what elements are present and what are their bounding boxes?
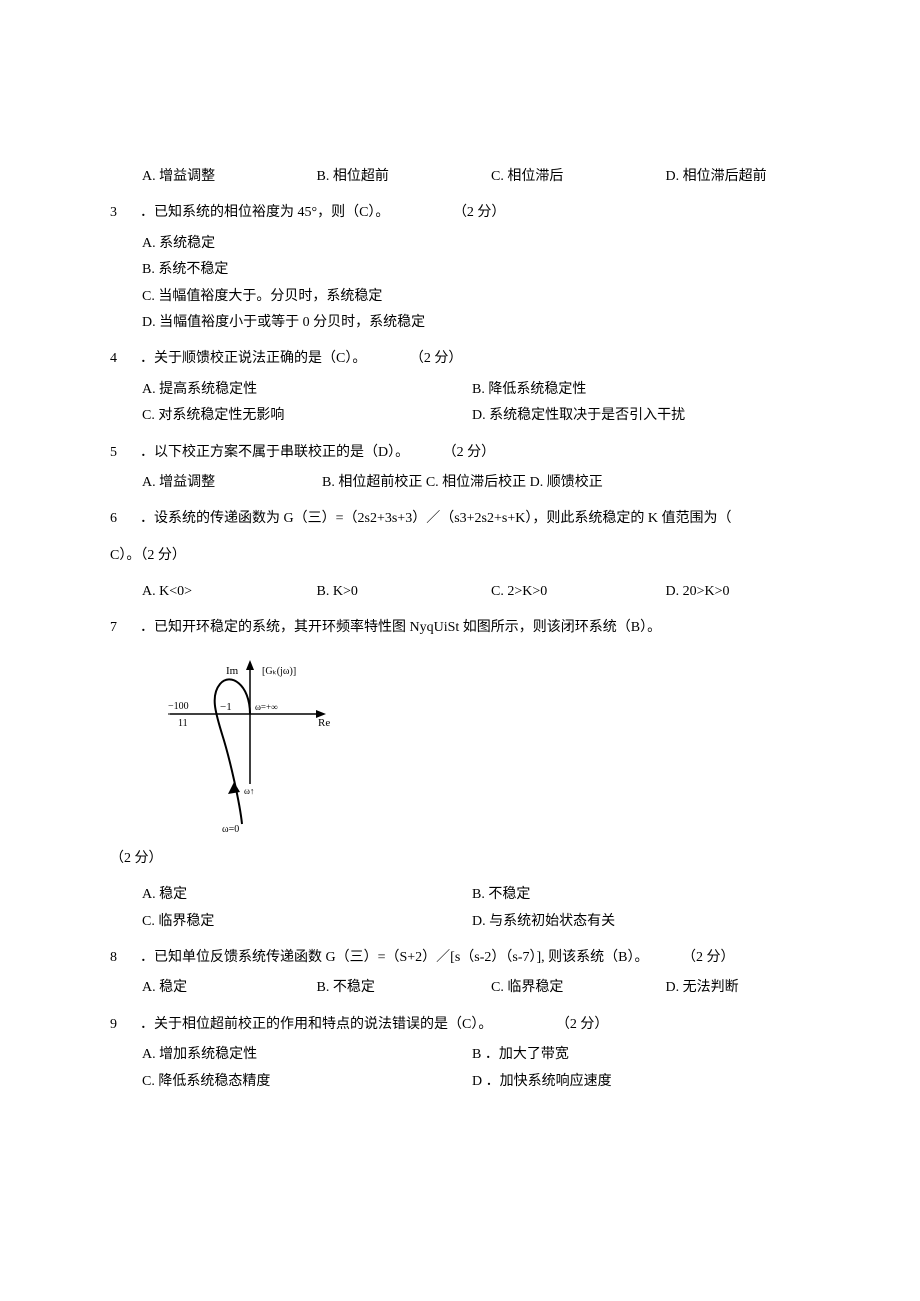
- q8-points: （2 分）: [682, 947, 735, 969]
- neg-one-label: −1: [220, 701, 232, 713]
- q5-option-bcd: B. 相位超前校正 C. 相位滞后校正 D. 顺馈校正: [322, 472, 840, 494]
- q4-option-a: A. 提高系统稳定性: [142, 379, 472, 401]
- q3-option-c: C. 当幅值裕度大于。分贝时，系统稳定: [142, 286, 840, 308]
- q9-option-c: C. 降低系统稳态精度: [142, 1071, 472, 1093]
- q3-stem: 3 ．已知系统的相位裕度为 45°，则（C）。 （2 分）: [110, 202, 840, 224]
- q6-option-d: D. 20>K>0: [666, 581, 841, 603]
- im-axis-label: Im: [226, 665, 239, 677]
- q9-options-row2: C. 降低系统稳态精度 D ．加快系统响应速度: [110, 1071, 840, 1093]
- q4-text: ．关于顺馈校正说法正确的是（C）。: [140, 351, 366, 366]
- q6-text: ．设系统的传递函数为 G（三）=（2s2+3s+3）／（s3+2s2+s+K），…: [140, 511, 731, 526]
- omega-arrow-label: ω↑: [244, 786, 254, 796]
- q3-number: 3: [110, 202, 128, 224]
- q9-options-row1: A. 增加系统稳定性 B ．加大了带宽: [110, 1044, 840, 1066]
- q7-number: 7: [110, 617, 128, 639]
- q8-text: ．已知单位反馈系统传递函数 G（三）=（S+2）／[s（s-2）（s-7）], …: [140, 950, 649, 965]
- q4-options-row2: C. 对系统稳定性无影响 D. 系统稳定性取决于是否引入干扰: [110, 405, 840, 427]
- q2-options: A. 增益调整 B. 相位超前 C. 相位滞后 D. 相位滞后超前: [110, 166, 840, 188]
- svg-text:11: 11: [178, 718, 188, 729]
- q6-options: A. K<0> B. K>0 C. 2>K>0 D. 20>K>0: [110, 581, 840, 603]
- q9-stem: 9 ．关于相位超前校正的作用和特点的说法错误的是（C）。 （2 分）: [110, 1014, 840, 1036]
- q9-text: ．关于相位超前校正的作用和特点的说法错误的是（C）。: [140, 1017, 492, 1032]
- q3-option-b: B. 系统不稳定: [142, 259, 840, 281]
- q5-text: ．以下校正方案不属于串联校正的是（D）。: [140, 445, 409, 460]
- q4-number: 4: [110, 348, 128, 370]
- q7-options-row1: A. 稳定 B. 不稳定: [110, 884, 840, 906]
- q9-option-d: D ．加快系统响应速度: [472, 1071, 612, 1093]
- q8-option-d: D. 无法判断: [666, 977, 841, 999]
- gk-label: [Gₖ(jω)]: [262, 666, 296, 677]
- q5-option-a: A. 增益调整: [142, 472, 322, 494]
- q4-points: （2 分）: [410, 348, 463, 370]
- q9-option-a: A. 增加系统稳定性: [142, 1044, 472, 1066]
- q7-option-b: B. 不稳定: [472, 884, 530, 906]
- q6-option-b: B. K>0: [317, 581, 492, 603]
- q4-options-row1: A. 提高系统稳定性 B. 降低系统稳定性: [110, 379, 840, 401]
- q2-option-d: D. 相位滞后超前: [666, 166, 841, 188]
- q5-number: 5: [110, 442, 128, 464]
- q6-text-cont: C）。（2 分）: [110, 545, 840, 567]
- q4-stem: 4 ．关于顺馈校正说法正确的是（C）。 （2 分）: [110, 348, 840, 370]
- q3-option-a: A. 系统稳定: [142, 233, 840, 255]
- q8-option-a: A. 稳定: [142, 977, 317, 999]
- q4-option-c: C. 对系统稳定性无影响: [142, 405, 472, 427]
- q8-option-b: B. 不稳定: [317, 977, 492, 999]
- q7-option-c: C. 临界稳定: [142, 911, 472, 933]
- q3-option-d: D. 当幅值裕度小于或等于 0 分贝时，系统稳定: [142, 312, 840, 334]
- q8-option-c: C. 临界稳定: [491, 977, 666, 999]
- re-axis-label: Re: [318, 717, 330, 729]
- q2-option-a: A. 增益调整: [142, 166, 317, 188]
- nyquist-diagram: Im Re [Gₖ(jω)] −100 11 −1 ω=+∞ ω↑ ω=0: [110, 654, 840, 834]
- q8-number: 8: [110, 947, 128, 969]
- q9-option-b: B ．加大了带宽: [472, 1044, 569, 1066]
- nyquist-svg: Im Re [Gₖ(jω)] −100 11 −1 ω=+∞ ω↑ ω=0: [150, 654, 340, 834]
- omega-zero-label: ω=0: [222, 824, 239, 834]
- q3-points: （2 分）: [453, 202, 506, 224]
- q4-option-d: D. 系统稳定性取决于是否引入干扰: [472, 405, 685, 427]
- q6-number: 6: [110, 508, 128, 530]
- q3-text: ．已知系统的相位裕度为 45°，则（C）。: [140, 205, 389, 220]
- q7-option-d: D. 与系统初始状态有关: [472, 911, 615, 933]
- q6-stem: 6 ．设系统的传递函数为 G（三）=（2s2+3s+3）／（s3+2s2+s+K…: [110, 508, 840, 530]
- q4-option-b: B. 降低系统稳定性: [472, 379, 586, 401]
- q5-options: A. 增益调整 B. 相位超前校正 C. 相位滞后校正 D. 顺馈校正: [110, 472, 840, 494]
- left-intercept-label: −100: [168, 701, 189, 712]
- q6-option-c: C. 2>K>0: [491, 581, 666, 603]
- q8-stem: 8 ．已知单位反馈系统传递函数 G（三）=（S+2）／[s（s-2）（s-7）]…: [110, 947, 840, 969]
- q5-points: （2 分）: [443, 442, 496, 464]
- omega-inf-label: ω=+∞: [255, 702, 278, 712]
- q7-text: ．已知开环稳定的系统，其开环频率特性图 NyqUiSt 如图所示，则该闭环系统（…: [140, 620, 661, 635]
- q8-options: A. 稳定 B. 不稳定 C. 临界稳定 D. 无法判断: [110, 977, 840, 999]
- q9-points: （2 分）: [556, 1014, 609, 1036]
- q2-option-c: C. 相位滞后: [491, 166, 666, 188]
- q6-option-a: A. K<0>: [142, 581, 317, 603]
- q2-option-b: B. 相位超前: [317, 166, 492, 188]
- q5-stem: 5 ．以下校正方案不属于串联校正的是（D）。 （2 分）: [110, 442, 840, 464]
- q7-points: （2 分）: [110, 848, 840, 870]
- q9-number: 9: [110, 1014, 128, 1036]
- q7-options-row2: C. 临界稳定 D. 与系统初始状态有关: [110, 911, 840, 933]
- q7-stem: 7 ．已知开环稳定的系统，其开环频率特性图 NyqUiSt 如图所示，则该闭环系…: [110, 617, 840, 639]
- q7-option-a: A. 稳定: [142, 884, 472, 906]
- q3-options: A. 系统稳定 B. 系统不稳定 C. 当幅值裕度大于。分贝时，系统稳定 D. …: [110, 233, 840, 335]
